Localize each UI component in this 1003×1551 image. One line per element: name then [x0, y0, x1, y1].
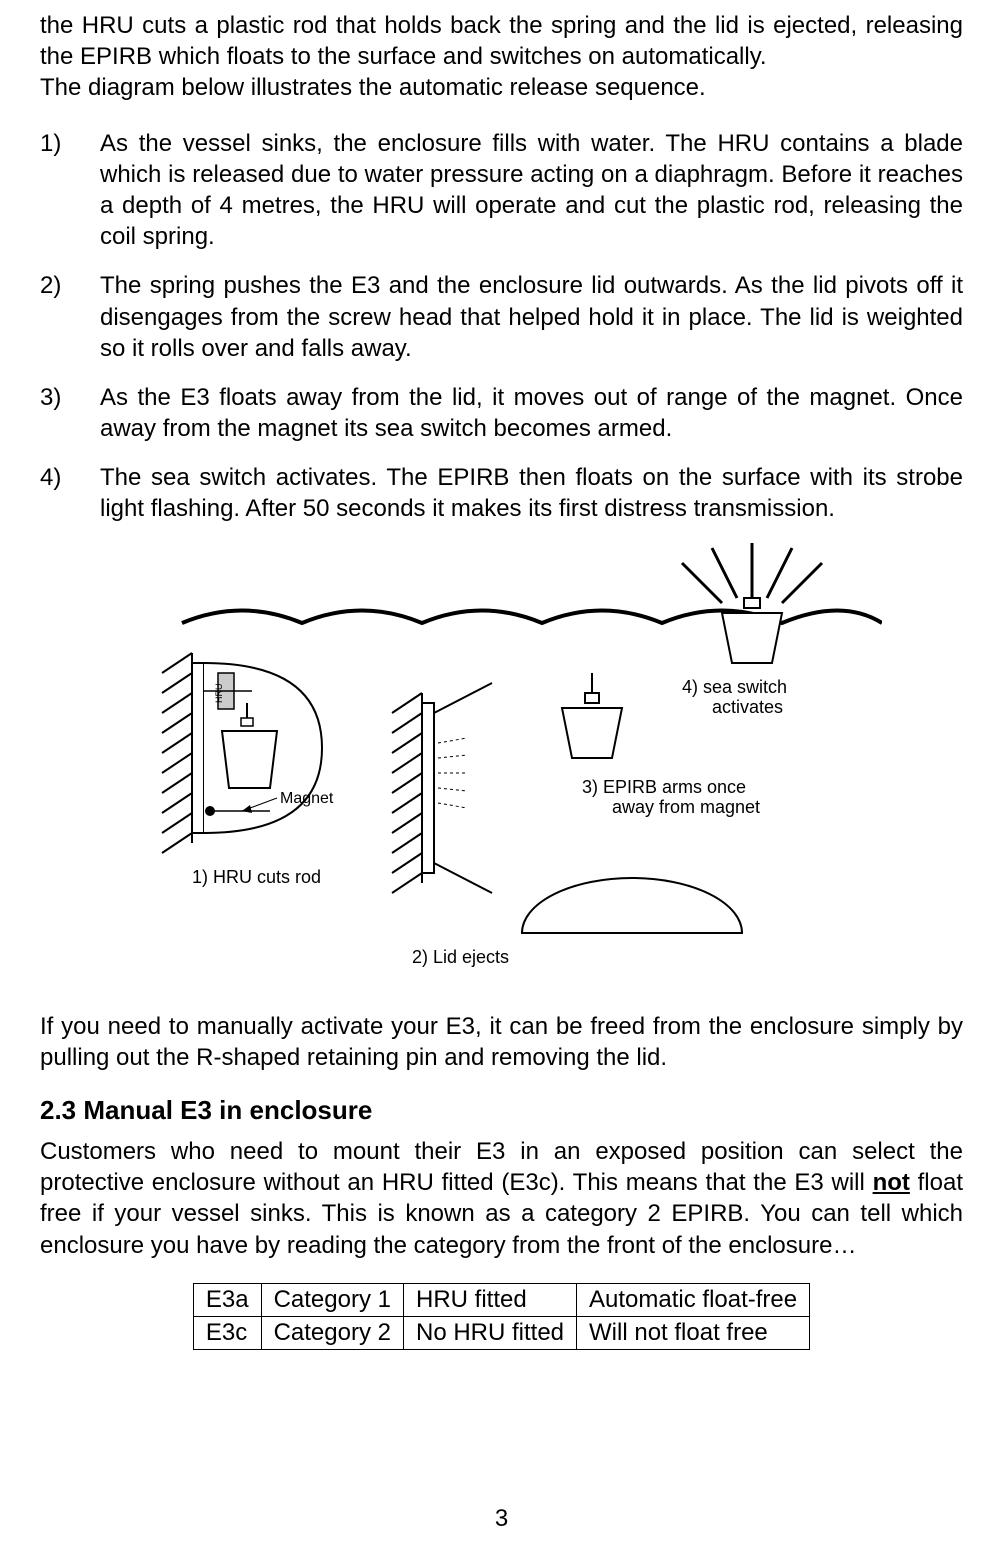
cell: Category 1 [261, 1283, 403, 1316]
step-number: 2) [40, 270, 100, 364]
table-row: E3c Category 2 No HRU fitted Will not fl… [193, 1316, 809, 1349]
label-hru-small: HRU [214, 683, 224, 703]
label-lid-ejects: 2) Lid ejects [412, 947, 509, 967]
enclosure-1-icon: HRU [162, 653, 322, 853]
page-number: 3 [0, 1505, 1003, 1533]
label-epirb-arms: 3) EPIRB arms once [582, 777, 746, 797]
step-number: 1) [40, 128, 100, 253]
release-sequence-diagram: 4) sea switch activates 3) EPIRB arms on… [122, 543, 882, 983]
cell: HRU fitted [403, 1283, 576, 1316]
section-heading: 2.3 Manual E3 in enclosure [40, 1095, 963, 1126]
label-hru-cuts: 1) HRU cuts rod [192, 867, 321, 887]
cell: E3c [193, 1316, 261, 1349]
page: the HRU cuts a plastic rod that holds ba… [0, 0, 1003, 1551]
step-number: 4) [40, 462, 100, 524]
section-body-pre: Customers who need to mount their E3 in … [40, 1138, 963, 1196]
step-text: The spring pushes the E3 and the enclosu… [100, 270, 963, 364]
cell: E3a [193, 1283, 261, 1316]
cell: Will not float free [577, 1316, 810, 1349]
step-1: 1) As the vessel sinks, the enclosure fi… [40, 128, 963, 253]
label-epirb-arms-2: away from magnet [612, 797, 760, 817]
step-text: As the vessel sinks, the enclosure fills… [100, 128, 963, 253]
step-4: 4) The sea switch activates. The EPIRB t… [40, 462, 963, 524]
diagram-container: 4) sea switch activates 3) EPIRB arms on… [40, 543, 963, 983]
category-table: E3a Category 1 HRU fitted Automatic floa… [193, 1283, 810, 1350]
step-text: The sea switch activates. The EPIRB then… [100, 462, 963, 524]
cell: No HRU fitted [403, 1316, 576, 1349]
intro-p1: the HRU cuts a plastic rod that holds ba… [40, 12, 963, 70]
ordered-steps: 1) As the vessel sinks, the enclosure fi… [40, 128, 963, 525]
step-number: 3) [40, 382, 100, 444]
intro-block: the HRU cuts a plastic rod that holds ba… [40, 10, 963, 104]
table-row: E3a Category 1 HRU fitted Automatic floa… [193, 1283, 809, 1316]
step-3: 3) As the E3 floats away from the lid, i… [40, 382, 963, 444]
label-sea-switch-2: activates [712, 697, 783, 717]
section-body: Customers who need to mount their E3 in … [40, 1136, 963, 1261]
step-2: 2) The spring pushes the E3 and the encl… [40, 270, 963, 364]
section-body-not: not [873, 1169, 910, 1196]
after-diagram-text: If you need to manually activate your E3… [40, 1011, 963, 1073]
label-magnet: Magnet [280, 790, 334, 807]
intro-p2: The diagram below illustrates the automa… [40, 74, 706, 101]
label-sea-switch: 4) sea switch [682, 677, 787, 697]
cell: Automatic float-free [577, 1283, 810, 1316]
floating-epirb-icon [682, 543, 822, 663]
arming-epirb-icon [562, 673, 622, 758]
cell: Category 2 [261, 1316, 403, 1349]
step-text: As the E3 floats away from the lid, it m… [100, 382, 963, 444]
